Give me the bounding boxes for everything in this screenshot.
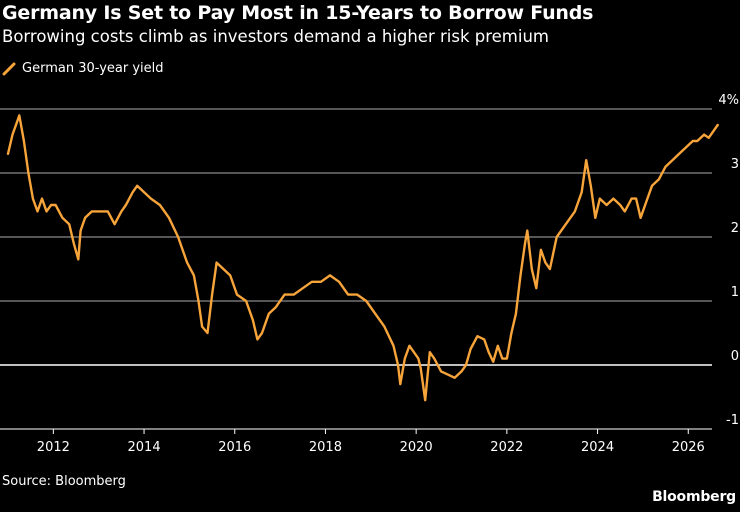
y-axis: 4% 3 2 1 0 -1 <box>718 93 739 428</box>
x-tick-label: 2014 <box>128 440 161 455</box>
x-tick-label: 2020 <box>400 440 433 455</box>
series-line-german-30-year-yield <box>6 114 719 402</box>
x-tick-label: 2024 <box>581 440 614 455</box>
series-layer <box>6 114 719 402</box>
y-tick-label: 1 <box>731 285 739 300</box>
x-tick-label: 2012 <box>37 440 70 455</box>
y-tick-label: 3 <box>731 157 739 172</box>
x-tick-label: 2016 <box>218 440 251 455</box>
chart-subtitle: Borrowing costs climb as investors deman… <box>2 27 549 46</box>
x-tick-label: 2022 <box>490 440 523 455</box>
y-tick-label: 4% <box>718 93 739 108</box>
legend-label: German 30-year yield <box>22 61 164 76</box>
legend-swatch-icon <box>2 62 16 75</box>
chart-title: Germany Is Set to Pay Most in 15-Years t… <box>2 2 594 24</box>
x-tick-label: 2018 <box>309 440 342 455</box>
x-axis: 2012 2014 2016 2018 2020 2022 2024 2026 <box>0 428 712 455</box>
bloomberg-logo: Bloomberg <box>652 489 736 505</box>
legend: German 30-year yield <box>2 61 164 76</box>
y-tick-label: 0 <box>731 349 739 364</box>
y-tick-label: -1 <box>726 413 739 428</box>
gridlines <box>0 108 712 366</box>
source-note: Source: Bloomberg <box>2 474 126 489</box>
y-tick-label: 2 <box>731 221 739 236</box>
x-tick-label: 2026 <box>672 440 705 455</box>
